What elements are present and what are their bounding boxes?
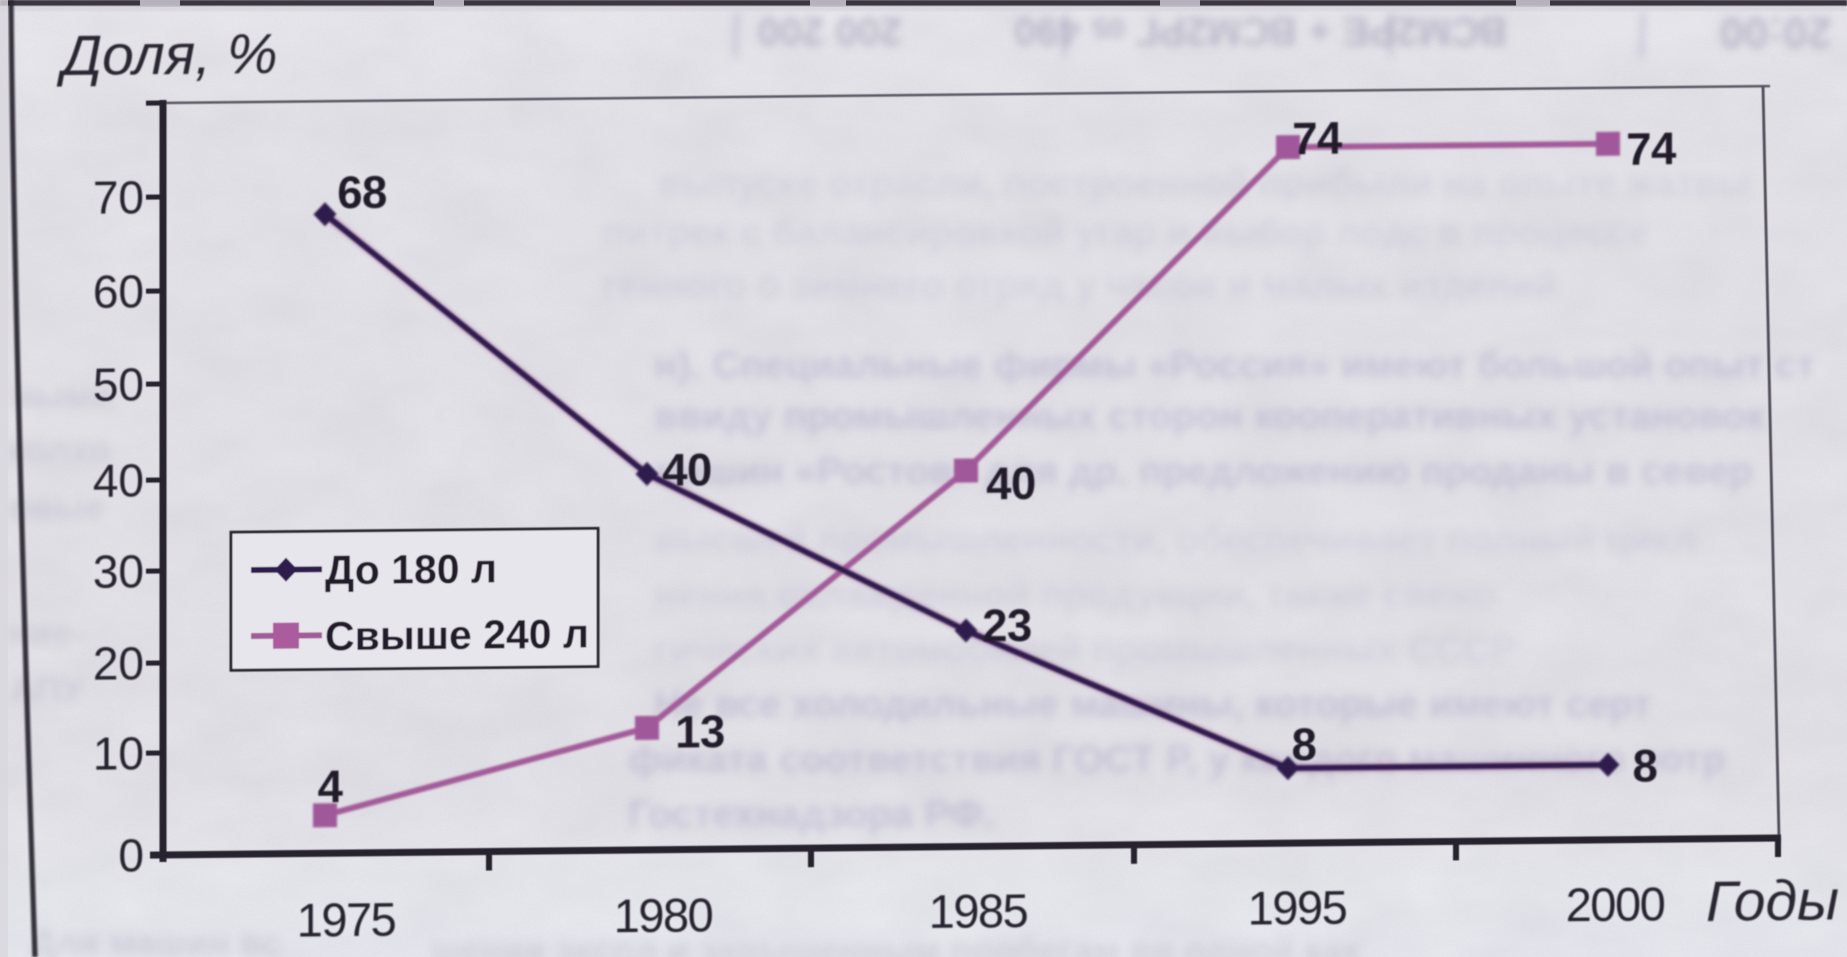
svg-text:0: 0 — [118, 829, 144, 881]
svg-text:ными: ными — [12, 375, 113, 416]
svg-text:фиката соответствия ГОСТ Р, у: фиката соответствия ГОСТ Р, у каждого ма… — [628, 738, 1726, 781]
svg-text:20:00: 20:00 — [1719, 8, 1832, 57]
svg-text:40: 40 — [662, 444, 712, 496]
svg-text:10: 10 — [93, 727, 144, 780]
svg-text:овые: овые — [10, 487, 105, 528]
svg-text:1975: 1975 — [297, 893, 396, 947]
svg-text:выпуске отрасли, построенной п: выпуске отрасли, построенной прибыли на … — [658, 163, 1750, 205]
svg-text:1995: 1995 — [1248, 881, 1347, 935]
svg-text:Гостехнадзора РФ.: Гостехнадзора РФ. — [628, 793, 994, 836]
svg-text:74: 74 — [1292, 113, 1343, 165]
svg-text:40: 40 — [986, 458, 1036, 510]
svg-text:колхо: колхо — [8, 429, 111, 470]
svg-text:гических автомобилей промышлен: гических автомобилей промышленных СССР — [654, 629, 1516, 671]
svg-text:23: 23 — [982, 600, 1032, 652]
svg-text:АПУ: АПУ — [10, 669, 84, 710]
svg-text:Для машин вс: Для машин вс — [30, 922, 281, 957]
svg-text:8: 8 — [1633, 740, 1658, 791]
svg-text:70: 70 — [93, 171, 144, 224]
svg-text:ввиду промышленных сторон кооп: ввиду промышленных сторон кооперативных … — [654, 395, 1766, 438]
svg-text:1980: 1980 — [614, 888, 713, 942]
svg-text:Годы: Годы — [1706, 868, 1839, 933]
svg-text:68: 68 — [337, 167, 387, 219]
svg-text:машин «Ростов» для др. предлож: машин «Ростов» для др. предложению прода… — [654, 450, 1753, 493]
svg-text:30: 30 — [93, 545, 144, 598]
svg-text:40: 40 — [93, 454, 144, 507]
svg-text:ние-: ние- — [8, 612, 84, 653]
svg-text:шения экспл и завышенным пр: шения экспл и завышенным пробегам вв одн… — [430, 929, 1361, 957]
svg-text:2000: 2000 — [1566, 877, 1665, 931]
svg-text:13: 13 — [675, 706, 725, 758]
svg-text:нения охлажденной продукции, т: нения охлажденной продукции, также свежо — [654, 574, 1497, 616]
svg-text:ВСМ2РЕ + ВСМ2РГ 05 490: ВСМ2РЕ + ВСМ2РГ 05 490 — [1014, 9, 1507, 53]
svg-text:4: 4 — [318, 761, 344, 812]
svg-text:генного о зимнего отряд у часо: генного о зимнего отряд у часов и малых … — [602, 265, 1557, 307]
svg-text:20: 20 — [93, 637, 144, 690]
svg-text:50: 50 — [93, 358, 144, 411]
svg-text:Не все холодильные машины, кот: Не все холодильные машины, которые имеют… — [654, 683, 1651, 726]
svg-text:высшей промышленности, обеспеч: высшей промышленности, обеспечивает полн… — [654, 519, 1696, 561]
svg-text:питрек с балансировкой угар и: питрек с балансировкой угар и выбор подс… — [602, 212, 1649, 254]
svg-text:Свыше 240 л: Свыше 240 л — [325, 610, 589, 659]
svg-text:8: 8 — [1292, 719, 1317, 770]
svg-text:Доля, %: Доля, % — [56, 22, 278, 88]
svg-text:60: 60 — [93, 265, 144, 318]
svg-text:н). Специальные фирмы «Россия»: н). Специальные фирмы «Россия» имеют бол… — [654, 344, 1816, 387]
svg-text:До 180 л: До 180 л — [325, 545, 497, 593]
svg-text:74: 74 — [1626, 123, 1677, 175]
svg-text:200 200: 200 200 — [757, 9, 902, 53]
svg-text:1985: 1985 — [929, 884, 1028, 938]
